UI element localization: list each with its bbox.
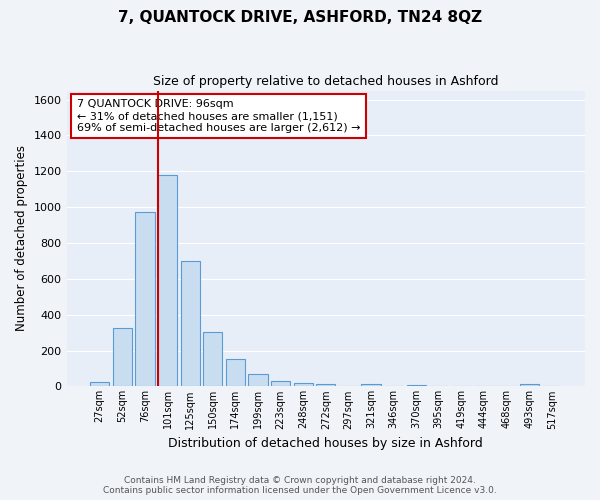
Bar xyxy=(136,212,155,386)
Bar xyxy=(293,383,313,386)
Bar xyxy=(181,261,200,386)
Bar xyxy=(203,332,223,386)
Bar xyxy=(226,358,245,386)
Bar xyxy=(520,384,539,386)
Text: 7, QUANTOCK DRIVE, ASHFORD, TN24 8QZ: 7, QUANTOCK DRIVE, ASHFORD, TN24 8QZ xyxy=(118,10,482,25)
Bar xyxy=(361,384,380,386)
Bar xyxy=(113,328,132,386)
Text: Contains HM Land Registry data © Crown copyright and database right 2024.
Contai: Contains HM Land Registry data © Crown c… xyxy=(103,476,497,495)
Bar xyxy=(407,384,426,386)
Bar xyxy=(316,384,335,386)
Bar xyxy=(158,175,177,386)
X-axis label: Distribution of detached houses by size in Ashford: Distribution of detached houses by size … xyxy=(169,437,483,450)
Y-axis label: Number of detached properties: Number of detached properties xyxy=(15,146,28,332)
Title: Size of property relative to detached houses in Ashford: Size of property relative to detached ho… xyxy=(153,75,499,88)
Bar xyxy=(271,382,290,386)
Bar xyxy=(248,374,268,386)
Bar xyxy=(90,382,109,386)
Text: 7 QUANTOCK DRIVE: 96sqm
← 31% of detached houses are smaller (1,151)
69% of semi: 7 QUANTOCK DRIVE: 96sqm ← 31% of detache… xyxy=(77,100,361,132)
